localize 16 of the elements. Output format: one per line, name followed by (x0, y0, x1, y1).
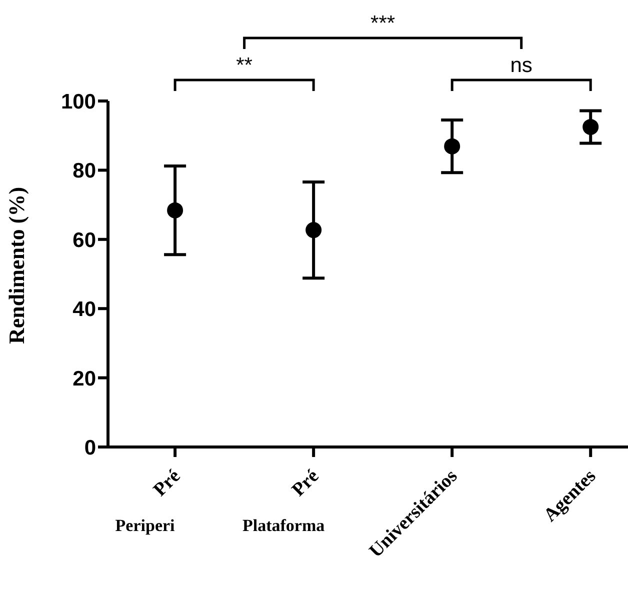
text: *** (370, 12, 396, 35)
x-tick-label: Pré Plataforma (242, 466, 326, 535)
point (582, 118, 599, 135)
y-tick-label: 60 (72, 228, 96, 252)
point (444, 138, 460, 154)
y-tick-label: 0 (84, 436, 96, 460)
text: ns (510, 54, 532, 77)
point (167, 202, 184, 218)
y-tick-label: 20 (72, 367, 96, 390)
y-tick-label: 80 (72, 160, 96, 183)
point (306, 222, 322, 238)
y-axis-title: Rendimento (%) (4, 186, 29, 344)
y-tick-label: 100 (60, 90, 96, 114)
text: ** (236, 54, 252, 77)
y-tick-label: 40 (72, 298, 96, 322)
x-tick-label: Pré Periperi (115, 466, 185, 535)
